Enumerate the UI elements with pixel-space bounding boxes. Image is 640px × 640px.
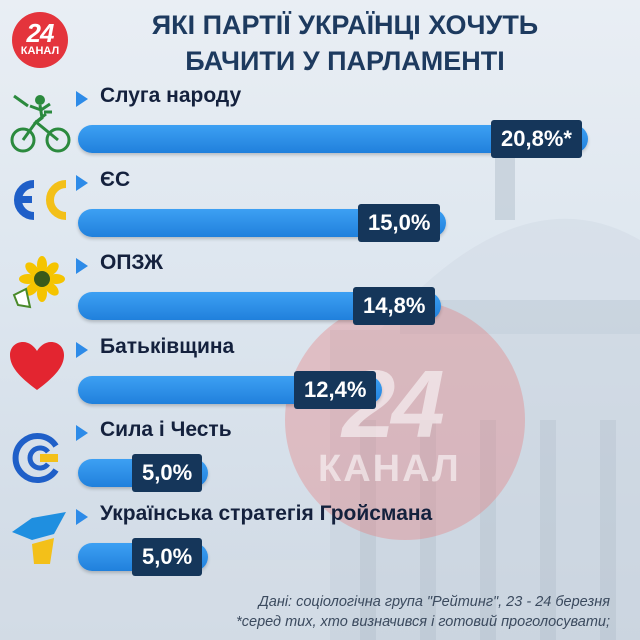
value-label: 5,0%	[132, 538, 203, 576]
category-label: ЄС	[100, 168, 131, 191]
value-label: 12,4%	[294, 371, 377, 409]
row-pointer-icon	[76, 509, 88, 525]
chart-title-line-1: ЯКІ ПАРТІЇ УКРАЇНЦІ ХОЧУТЬ	[151, 10, 539, 40]
row-pointer-icon	[76, 91, 88, 107]
logo-name: КАНАЛ	[20, 45, 60, 57]
es-logo-icon	[14, 180, 67, 220]
category-label: Сила і Честь	[100, 418, 232, 441]
channel-logo: 24 КАНАЛ	[12, 12, 68, 68]
heart-icon	[10, 342, 64, 390]
row-pointer-icon	[76, 342, 88, 358]
value-label: 5,0%	[132, 454, 203, 492]
sunflower-icon	[12, 256, 65, 309]
category-label: Батьківщина	[100, 335, 235, 358]
value-label: 14,8%	[353, 287, 436, 325]
value-label: 15,0%	[358, 204, 441, 242]
sila-i-chest-icon	[12, 433, 59, 483]
row-pointer-icon	[76, 425, 88, 441]
category-label: Слуга народу	[100, 84, 242, 107]
ukr-strategy-icon	[12, 512, 66, 564]
row-pointer-icon	[76, 175, 88, 191]
watermark-name: КАНАЛ	[318, 448, 461, 490]
watermark-circle	[285, 300, 525, 540]
cyclist-icon	[10, 94, 71, 153]
value-label: 20,8%*	[491, 120, 582, 158]
footnote: *серед тих, хто визначився і готовий про…	[236, 614, 610, 630]
source-note: Дані: соціологічна група "Рейтинг", 23 -…	[258, 594, 610, 610]
chart-title-line-2: БАЧИТИ У ПАРЛАМЕНТІ	[185, 46, 505, 76]
category-label: Українська стратегія Гройсмана	[100, 502, 433, 525]
category-label: ОПЗЖ	[100, 251, 164, 274]
row-pointer-icon	[76, 258, 88, 274]
logo-number: 24	[26, 18, 55, 48]
